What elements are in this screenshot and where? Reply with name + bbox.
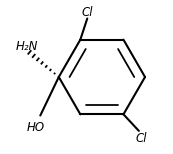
Text: H₂N: H₂N xyxy=(16,40,38,53)
Text: Cl: Cl xyxy=(82,6,93,19)
Text: Cl: Cl xyxy=(136,132,147,145)
Text: HO: HO xyxy=(26,121,45,134)
